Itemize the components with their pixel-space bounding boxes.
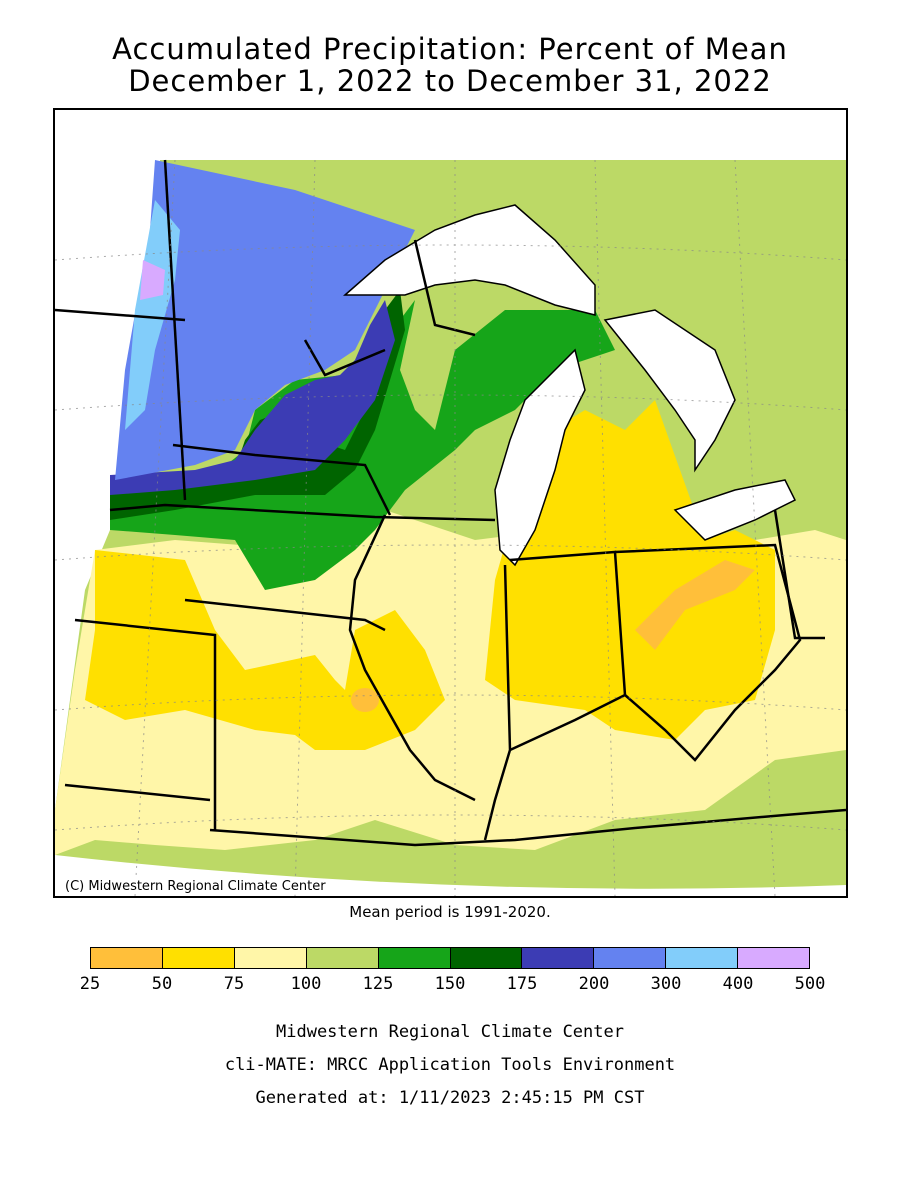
legend-swatch	[594, 948, 667, 968]
shorelines	[343, 204, 797, 567]
credit-label: (C) Midwestern Regional Climate Center	[61, 879, 330, 894]
legend-swatch	[91, 948, 163, 968]
legend-tick-label: 125	[362, 974, 394, 994]
legend-tick-label: 50	[151, 974, 173, 994]
region-25-50	[635, 560, 755, 650]
lake-erie	[675, 480, 795, 540]
legend-tick-label: 150	[434, 974, 466, 994]
legend-tick-label: 200	[578, 974, 610, 994]
lake-michigan	[495, 350, 585, 565]
legend-swatch	[162, 948, 235, 968]
legend-colorbar	[90, 947, 810, 969]
region-200-300	[115, 160, 415, 480]
footer-tool: cli-MATE: MRCC Application Tools Environ…	[224, 1055, 676, 1075]
lake-superior	[345, 205, 595, 315]
legend-swatch	[738, 948, 810, 968]
legend-tick-label: 100	[290, 974, 322, 994]
footer-org: Midwestern Regional Climate Center	[276, 1022, 624, 1042]
lake-huron	[605, 310, 735, 470]
legend-swatch	[666, 948, 739, 968]
legend-tick-label: 400	[722, 974, 754, 994]
legend-swatch	[522, 948, 595, 968]
region-175-200	[110, 300, 395, 495]
legend-swatch	[378, 948, 451, 968]
mean-period-note: Mean period is 1991-2020.	[349, 903, 551, 921]
legend-tick-label: 25	[79, 974, 101, 994]
map-title: Accumulated Precipitation: Percent of Me…	[112, 32, 788, 66]
region-25-50-spot	[351, 688, 379, 712]
legend-swatch	[234, 948, 307, 968]
legend-swatch	[450, 948, 523, 968]
legend-tick-label: 500	[794, 974, 826, 994]
legend-ticks: 25 50 75 100 125 150 175 200 300 400 500	[80, 974, 826, 996]
map-date-range: December 1, 2022 to December 31, 2022	[128, 64, 772, 98]
legend-swatch	[306, 948, 379, 968]
legend-tick-label: 175	[506, 974, 538, 994]
map-canvas	[55, 159, 846, 896]
footer-generated: Generated at: 1/11/2023 2:45:15 PM CST	[255, 1088, 645, 1108]
legend-tick-label: 75	[223, 974, 245, 994]
precipitation-map: (C) Midwestern Regional Climate Center	[53, 108, 848, 898]
state-boundaries	[55, 159, 846, 847]
legend-tick-label: 300	[650, 974, 682, 994]
region-300-400	[125, 200, 180, 430]
region-50-75-east	[485, 400, 775, 740]
region-400-500	[140, 260, 165, 300]
